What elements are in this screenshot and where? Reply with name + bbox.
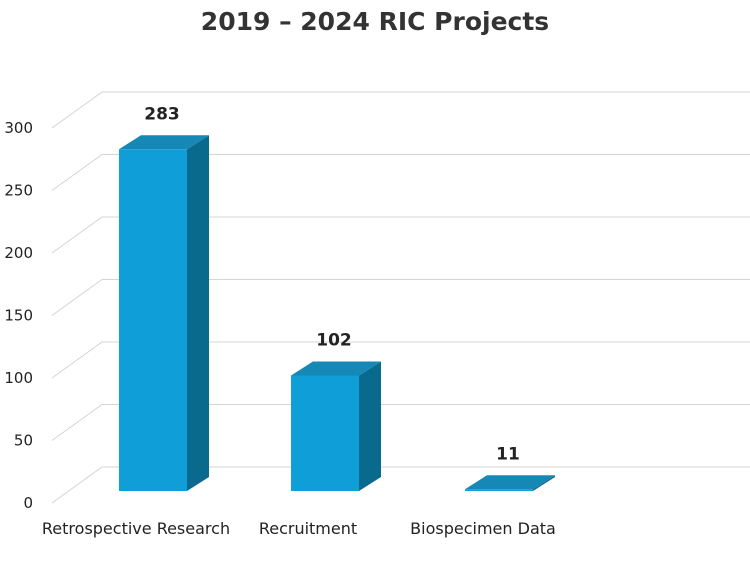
bar-front-retrospective-research (119, 149, 187, 491)
bars (119, 135, 555, 491)
gridline-50 (51, 404, 750, 441)
bar-side-recruitment (359, 361, 381, 491)
x-tick-label-retrospective-research: Retrospective Research (42, 519, 230, 538)
y-tick-label-200: 200 (4, 244, 33, 262)
gridline-250 (51, 154, 750, 191)
data-label-retrospective-research: 283 (144, 104, 180, 124)
y-tick-label-100: 100 (4, 369, 33, 387)
bar-top-biospecimen-data (465, 475, 555, 490)
gridlines (51, 91, 750, 504)
y-tick-label-0: 0 (23, 494, 33, 512)
x-tick-label-biospecimen-data: Biospecimen Data (410, 519, 556, 538)
gridline-300 (51, 91, 750, 129)
y-tick-label-50: 50 (14, 432, 33, 450)
bar-biospecimen-data (465, 475, 555, 491)
bar-front-recruitment (291, 375, 359, 491)
bar-top-retrospective-research (119, 135, 209, 150)
y-tick-label-300: 300 (4, 119, 33, 137)
bar-retrospective-research (119, 135, 209, 491)
x-tick-label-recruitment: Recruitment (259, 519, 357, 538)
y-axis-ticks: 0 50 100 150 200 250 300 (4, 119, 33, 512)
bar-side-retrospective-research (187, 135, 209, 491)
gridline-0 (51, 466, 750, 504)
x-axis-categories: Retrospective Research Recruitment Biospec… (42, 519, 556, 538)
gridline-200 (51, 216, 750, 254)
data-labels: 283 102 11 (144, 104, 520, 464)
gridline-150 (51, 279, 750, 316)
bar-side-biospecimen-data (533, 475, 555, 491)
y-tick-label-150: 150 (4, 307, 33, 325)
bar-top-recruitment (291, 361, 381, 376)
y-tick-label-250: 250 (4, 182, 33, 200)
bar-front-biospecimen-data (465, 489, 533, 491)
bar-recruitment (291, 361, 381, 491)
data-label-recruitment: 102 (316, 331, 352, 351)
data-label-biospecimen-data: 11 (496, 444, 520, 464)
gridline-100 (51, 341, 750, 379)
chart-title: 2019 – 2024 RIC Projects (201, 7, 549, 36)
